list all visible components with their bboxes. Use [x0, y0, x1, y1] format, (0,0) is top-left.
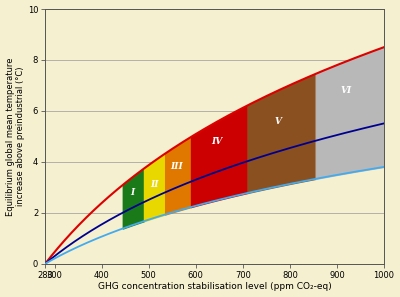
Y-axis label: Equilibrium global mean temperature
increase above preindustrial (°C): Equilibrium global mean temperature incr…	[6, 57, 25, 216]
Text: II: II	[150, 180, 158, 189]
Text: V: V	[274, 117, 282, 126]
X-axis label: GHG concentration stabilisation level (ppm CO₂-eq): GHG concentration stabilisation level (p…	[98, 282, 332, 291]
Text: VI: VI	[341, 86, 352, 95]
Text: III: III	[170, 162, 183, 171]
Text: I: I	[130, 188, 134, 197]
Text: IV: IV	[211, 137, 222, 146]
